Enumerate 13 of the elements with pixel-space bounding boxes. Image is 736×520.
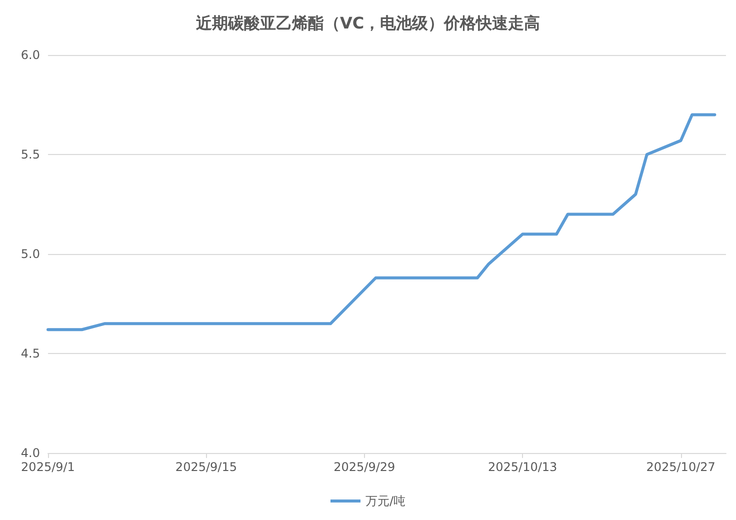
chart-title: 近期碳酸亚乙烯酯（VC，电池级）价格快速走高 [194, 14, 540, 32]
x-tick-label: 2025/9/1 [21, 460, 75, 474]
y-tick-label: 5.0 [20, 247, 40, 261]
y-tick-label: 4.0 [20, 446, 40, 460]
x-tick-label: 2025/9/29 [334, 460, 396, 474]
y-tick-label: 6.0 [20, 48, 40, 62]
line-series [46, 113, 716, 332]
x-tick-label: 2025/10/27 [646, 460, 716, 474]
y-tick-label: 5.5 [20, 148, 40, 162]
y-tick-label: 4.5 [20, 346, 40, 360]
x-tick-label: 2025/9/15 [175, 460, 237, 474]
legend-label: 万元/吨 [365, 494, 406, 508]
x-tick-label: 2025/10/13 [488, 460, 558, 474]
